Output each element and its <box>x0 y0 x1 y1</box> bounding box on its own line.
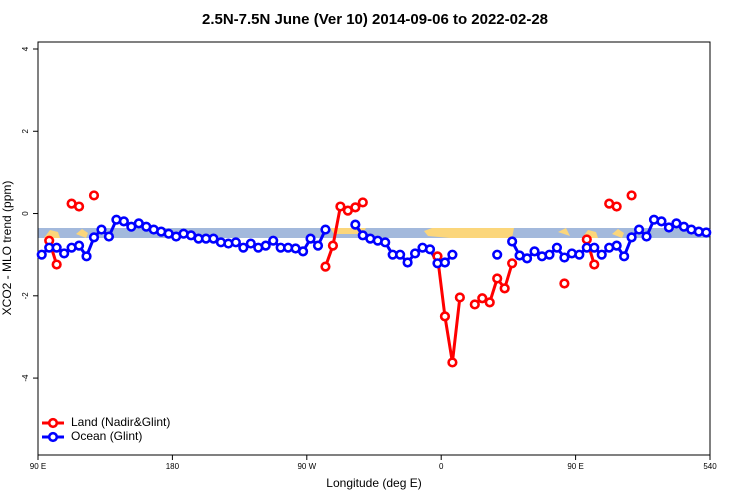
data-point <box>36 249 47 260</box>
chart-title: 2.5N-7.5N June (Ver 10) 2014-09-06 to 20… <box>202 11 548 28</box>
data-point <box>320 261 331 272</box>
data-point <box>238 242 249 253</box>
data-point <box>469 299 480 310</box>
data-point <box>581 234 592 245</box>
x-tick-label: 540 <box>703 462 717 471</box>
data-point <box>447 249 458 260</box>
ocean-band <box>38 228 710 238</box>
data-point <box>656 216 667 227</box>
data-point <box>88 190 100 201</box>
data-point <box>477 293 488 304</box>
land-patch <box>424 228 514 238</box>
data-point <box>103 231 115 242</box>
data-point <box>327 240 339 251</box>
legend-marker <box>47 431 59 443</box>
data-point <box>59 248 70 259</box>
data-point <box>589 259 600 270</box>
land-patch <box>76 229 88 238</box>
land-patch <box>612 229 624 238</box>
data-point <box>447 357 458 368</box>
data-point <box>596 249 607 260</box>
legend-label: Ocean (Glint) <box>71 429 142 443</box>
data-point <box>439 257 451 268</box>
data-point <box>297 246 309 257</box>
data-point <box>260 240 271 251</box>
data-point <box>439 311 451 322</box>
data-point <box>335 201 346 212</box>
data-point <box>611 240 622 251</box>
data-point <box>230 237 241 248</box>
data-point <box>507 258 518 269</box>
data-point <box>268 235 279 246</box>
data-point <box>380 237 391 248</box>
data-point <box>208 233 219 244</box>
data-point <box>544 249 555 260</box>
y-tick-label: 4 <box>21 46 30 51</box>
data-point <box>73 240 85 251</box>
data-point <box>484 297 495 308</box>
data-point <box>626 232 637 243</box>
data-point <box>305 233 316 244</box>
data-point <box>574 249 585 260</box>
y-tick-label: -4 <box>21 374 30 382</box>
data-point <box>409 248 421 259</box>
data-point <box>589 242 600 253</box>
data-point <box>96 224 107 235</box>
y-tick-label: 0 <box>21 211 30 216</box>
data-point <box>73 201 85 212</box>
x-axis-label: Longitude (deg E) <box>326 476 421 490</box>
data-point <box>492 273 503 284</box>
data-point <box>641 231 652 242</box>
data-point <box>402 257 413 268</box>
data-point <box>245 238 256 249</box>
data-point <box>529 246 540 257</box>
land-ocean-band <box>38 228 710 238</box>
x-tick-label: 90 W <box>297 462 316 471</box>
data-point <box>424 244 436 255</box>
data-point <box>611 201 622 212</box>
data-point <box>454 292 465 303</box>
legend-marker <box>47 417 59 429</box>
data-point <box>499 283 510 294</box>
data-point <box>118 216 129 227</box>
data-point <box>350 219 361 230</box>
y-tick-label: -2 <box>21 292 30 300</box>
data-point <box>559 278 570 289</box>
plot-frame <box>37 41 711 456</box>
x-tick-label: 0 <box>439 462 444 471</box>
legend-label: Land (Nadir&Glint) <box>71 415 170 429</box>
y-axis-label: XCO2 - MLO trend (ppm) <box>0 181 14 316</box>
data-point <box>559 252 570 263</box>
y-tick-label: 2 <box>21 128 30 133</box>
data-point <box>350 202 361 213</box>
data-point <box>395 249 406 260</box>
data-point <box>619 251 630 262</box>
data-point <box>626 190 637 201</box>
x-tick-label: 90 E <box>30 462 46 471</box>
data-point <box>357 197 368 208</box>
data-point <box>507 236 518 247</box>
data-point <box>701 227 712 238</box>
data-point <box>81 251 92 262</box>
data-point <box>88 232 100 243</box>
data-point <box>663 222 675 233</box>
land-patch <box>558 228 570 236</box>
data-point <box>320 224 331 235</box>
data-point <box>492 249 503 260</box>
data-point <box>312 240 324 251</box>
data-point <box>633 224 645 235</box>
data-point <box>551 242 563 253</box>
x-tick-label: 180 <box>166 462 180 471</box>
x-tick-label: 90 E <box>567 462 583 471</box>
data-point <box>51 242 62 253</box>
data-point <box>521 253 533 264</box>
data-point <box>51 259 62 270</box>
